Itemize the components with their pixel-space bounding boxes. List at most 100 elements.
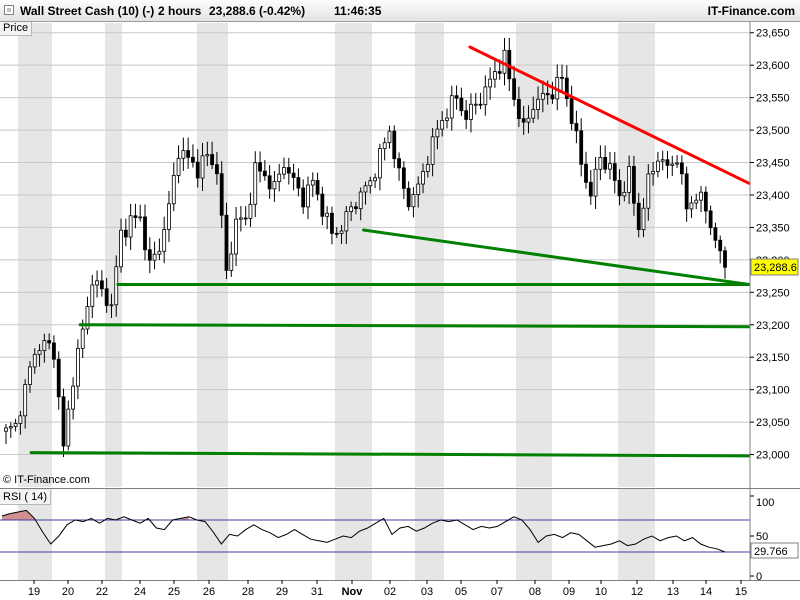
last-rsi-label: 29.766 [754,546,788,558]
price-candle [52,335,56,368]
price-candle [603,145,608,174]
price-candle [555,64,560,111]
quote-time: 11:46:35 [334,4,382,18]
price-candle [694,193,699,210]
x-tick-label: 22 [96,586,108,598]
price-candle [651,161,655,186]
price-candle [593,157,598,209]
price-candle [162,216,167,264]
price-candle [526,105,531,134]
price-candle [368,176,373,194]
price-tick-label: 23,000 [756,450,790,462]
price-candle [540,80,545,113]
price-candle [655,151,660,178]
price-candle [171,162,176,212]
price-tick-label: 23,400 [756,190,790,202]
weekend-band-rsi [197,489,228,580]
price-candle [176,145,181,184]
price-candle [76,339,80,400]
weekend-band-price [197,23,228,487]
x-tick-label: Nov [342,586,364,598]
time-x-axis: 19 20 22 24 25 26 28 29 31 Nov 02 03 05 07 08 09 10 12 13 1… [28,580,747,598]
price-candle [23,379,28,429]
title-bar: Wall Street Cash (10) (-) 2 hours 23,288… [0,0,800,22]
rsi-series-line [1,509,726,553]
price-candle [564,65,569,107]
price-candle [123,218,128,247]
price-candle [579,118,584,177]
price-candle [449,85,454,131]
price-candle [143,204,147,261]
price-tick-label: 23,600 [756,60,790,72]
price-candle [325,206,330,230]
x-tick-label: 03 [421,586,433,598]
price-candle [28,361,32,393]
price-candle [421,163,425,194]
weekend-band-rsi [516,489,552,580]
price-candle [632,155,636,216]
price-candle [627,155,632,205]
price-candle [18,410,23,435]
price-candle [560,64,564,91]
rsi-panel-label: RSI ( 14) [0,490,52,505]
price-candle [320,186,325,226]
price-candle [229,241,234,277]
weekend-band-price [105,23,122,487]
price-candle [397,152,401,181]
rsi-y-axis: 0 50 100 [750,495,774,583]
price-candle [181,137,186,171]
price-candle [521,105,526,135]
weekend-band-rsi [618,489,655,580]
price-candle [622,181,627,202]
rsi-tick-label: 50 [756,531,768,543]
price-candle [713,222,718,249]
price-candle [258,151,262,183]
price-candle [224,202,229,280]
price-candle [191,144,195,168]
price-candle [617,169,622,206]
price-candle [588,169,593,205]
x-tick-label: 07 [491,586,503,598]
price-candle [612,152,617,194]
weekend-band-price [18,23,52,487]
x-tick-label: 19 [28,586,40,598]
price-candle [483,75,488,116]
price-candle [334,227,339,238]
weekend-band-rsi [335,489,372,580]
last-rsi-marker: 29.766 [750,542,799,559]
price-candle [61,388,66,457]
weekend-band-price [618,23,655,487]
price-candle [584,151,588,189]
rsi-tick-label: 0 [756,571,762,583]
price-tick-label: 23,450 [756,158,790,170]
price-candle [569,85,574,131]
price-candle [243,206,248,226]
price-candle [109,293,114,318]
price-candle [219,161,224,229]
price-candle [4,424,8,445]
price-candle [56,351,61,410]
price-candle [598,145,603,181]
price-candle [723,246,727,279]
price-candle [493,59,497,88]
price-candle [32,348,37,374]
x-tick-label: 05 [455,586,467,598]
price-candle [167,190,171,242]
price-tick-label: 23,100 [756,385,790,397]
x-tick-label: 28 [242,586,254,598]
candles [4,37,727,457]
price-candle [660,150,665,171]
price-candle [186,137,191,169]
price-candle [425,155,430,178]
x-tick-label: 09 [563,586,575,598]
interval-label[interactable]: 2 hours [158,4,202,18]
window-icon[interactable] [4,5,14,15]
x-tick-label: 08 [529,586,541,598]
price-tick-label: 23,500 [756,125,790,137]
price-candle [392,125,397,168]
instrument-name: Wall Street Cash (10) (-) [20,4,155,18]
x-tick-label: 10 [595,586,607,598]
weekend-band-price [415,23,444,487]
price-candle [296,168,301,197]
